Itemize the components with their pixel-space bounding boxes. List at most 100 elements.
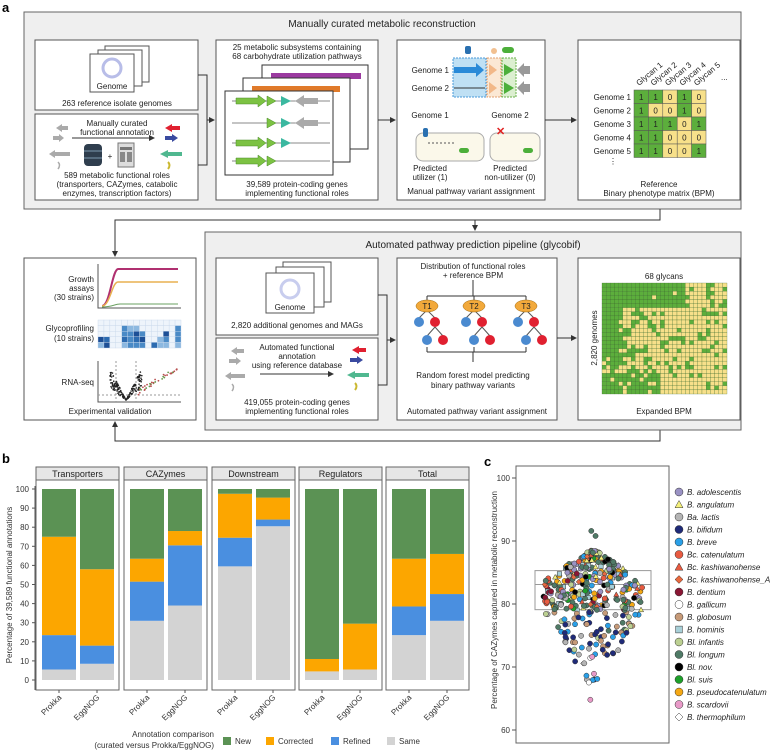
- data-point: [597, 588, 604, 595]
- expanded-bpm-cell: [631, 377, 636, 382]
- expanded-bpm-cell: [710, 295, 715, 300]
- expanded-bpm-cell: [672, 336, 678, 341]
- expanded-bpm-cell: [681, 377, 686, 382]
- bar-same: [168, 605, 202, 680]
- bar-corrected: [256, 497, 290, 520]
- expanded-bpm-cell: [601, 369, 607, 374]
- expanded-bpm-cell: [651, 315, 657, 321]
- expanded-bpm-cell: [697, 307, 703, 312]
- expanded-bpm-cell: [676, 291, 682, 296]
- heatmap-cell: [97, 342, 105, 349]
- expanded-bpm-cell: [610, 352, 615, 358]
- expanded-bpm-cell: [626, 319, 632, 325]
- expanded-bpm-cell: [701, 282, 707, 288]
- expanded-bpm-cell: [718, 381, 723, 386]
- bpm-cell-value: 0: [653, 107, 658, 116]
- legend-label: Refined: [343, 737, 371, 746]
- expanded-bpm-cell: [639, 381, 644, 386]
- expanded-bpm-cell: [618, 315, 623, 321]
- expanded-bpm-cell: [681, 373, 686, 378]
- expanded-bpm-cell: [618, 360, 623, 366]
- expanded-bpm-cell: [622, 377, 628, 382]
- volcano-point: [131, 393, 134, 395]
- bpm-cell-value: 1: [639, 107, 644, 116]
- expanded-bpm-cell: [622, 352, 628, 358]
- facet-title: Regulators: [319, 469, 363, 479]
- expanded-bpm-cell: [689, 328, 694, 333]
- expanded-bpm-cell: [722, 328, 728, 333]
- expanded-bpm-cell: [656, 332, 661, 337]
- expanded-bpm-cell: [676, 344, 682, 349]
- expanded-bpm-cell: [676, 385, 682, 391]
- expanded-bpm-cell: [693, 336, 698, 341]
- heatmap-cell: [133, 336, 140, 343]
- expanded-bpm-cell: [610, 365, 615, 370]
- expanded-bpm-cell: [722, 311, 728, 317]
- volcano-point: [129, 391, 131, 394]
- y-tick-label: 90: [20, 504, 29, 513]
- expanded-bpm-cell: [689, 360, 694, 366]
- expanded-bpm-cell: [601, 323, 607, 329]
- expanded-bpm-cell: [635, 336, 640, 341]
- expanded-bpm-cell: [685, 344, 690, 349]
- expanded-bpm-cell: [718, 295, 723, 300]
- expanded-bpm-cell: [701, 307, 707, 312]
- expanded-bpm-cell: [714, 360, 719, 366]
- data-point: [581, 660, 588, 667]
- expanded-bpm-cell: [710, 377, 715, 382]
- expanded-bpm-cell: [714, 365, 719, 370]
- tree-label: T1: [422, 302, 432, 311]
- panel-label-c: c: [484, 454, 491, 469]
- expanded-bpm-cell: [643, 385, 648, 391]
- expanded-bpm-cell: [618, 291, 623, 296]
- expanded-bpm-cell: [672, 332, 678, 337]
- x-tick-label: Prokka: [389, 693, 413, 717]
- heatmap-cell: [145, 319, 152, 326]
- expanded-bpm-cell: [672, 323, 678, 329]
- expanded-bpm-cell: [714, 315, 719, 321]
- expanded-bpm-cell: [606, 344, 611, 349]
- data-point: [639, 584, 645, 591]
- expanded-bpm-cell: [639, 328, 644, 333]
- volcano-point: [132, 388, 135, 390]
- expanded-bpm-cell: [722, 282, 728, 288]
- expanded-bpm-cell: [668, 381, 673, 386]
- expanded-bpm-cell: [706, 373, 711, 378]
- expanded-bpm-cell: [610, 282, 615, 288]
- expanded-bpm-cell: [610, 286, 615, 292]
- data-point: [605, 641, 611, 648]
- heatmap-cell: [145, 336, 152, 343]
- expanded-bpm-cell: [685, 286, 690, 292]
- y-tick-label: 60: [501, 726, 510, 735]
- bar-new: [130, 489, 164, 559]
- expanded-bpm-cell: [651, 360, 657, 366]
- expanded-bpm-cell: [722, 348, 728, 354]
- legend-label: Bc. kashiwanohense: [687, 563, 761, 572]
- legend-title: (curated versus Prokka/EggNOG): [94, 741, 214, 750]
- expanded-bpm-cell: [697, 373, 703, 378]
- expanded-bpm-cell: [660, 307, 665, 312]
- expanded-bpm-cell: [643, 311, 648, 317]
- expanded-bpm-cell: [631, 344, 636, 349]
- expanded-bpm-cell: [622, 360, 628, 366]
- expanded-bpm-cell: [714, 323, 719, 329]
- y-tick-label: 70: [20, 542, 29, 551]
- expanded-bpm-cell: [689, 295, 694, 300]
- expanded-bpm-cell: [710, 348, 715, 354]
- heatmap-cell: [127, 331, 134, 338]
- y-tick-label: 80: [20, 523, 29, 532]
- expanded-bpm-cell: [681, 307, 686, 312]
- expanded-bpm-cell: [651, 373, 657, 378]
- data-point: [552, 573, 559, 580]
- glyco-label: Glycoprofiling: [46, 324, 94, 333]
- expanded-bpm-cell: [635, 319, 640, 325]
- bar-corrected: [218, 493, 252, 538]
- bar-new: [430, 489, 464, 554]
- expanded-bpm-cell: [701, 385, 707, 391]
- expanded-bpm-cell: [614, 373, 619, 378]
- expanded-bpm-cell: [710, 365, 715, 370]
- expanded-bpm-cell: [606, 381, 611, 386]
- data-point: [588, 556, 595, 563]
- data-point: [582, 574, 589, 580]
- expanded-bpm-cell: [697, 323, 703, 329]
